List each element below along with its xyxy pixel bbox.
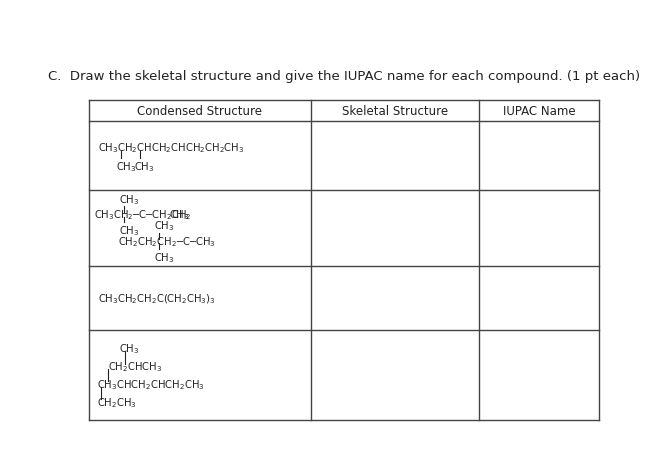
Text: CH$_3$: CH$_3$ — [119, 342, 140, 356]
Text: Skeletal Structure: Skeletal Structure — [342, 105, 448, 118]
Text: CH$_3$CH$_2$─C─CH$_2$CH$_2$: CH$_3$CH$_2$─C─CH$_2$CH$_2$ — [94, 208, 192, 222]
Text: IUPAC Name: IUPAC Name — [503, 105, 575, 118]
Text: CH$_3$CHCH$_2$CHCH$_2$CH$_3$: CH$_3$CHCH$_2$CHCH$_2$CH$_3$ — [97, 377, 205, 391]
Text: CH$_2$CHCH$_3$: CH$_2$CHCH$_3$ — [108, 359, 162, 373]
Text: CH$_3$: CH$_3$ — [134, 160, 155, 174]
Text: C.  Draw the skeletal structure and give the IUPAC name for each compound. (1 pt: C. Draw the skeletal structure and give … — [48, 70, 640, 83]
Text: CH$_3$CH$_2$CHCH$_2$CHCH$_2$CH$_2$CH$_3$: CH$_3$CH$_2$CHCH$_2$CHCH$_2$CH$_2$CH$_3$ — [99, 141, 245, 155]
Text: CH$_3$: CH$_3$ — [119, 192, 140, 206]
Text: Condensed Structure: Condensed Structure — [138, 105, 262, 118]
Text: CH$_3$: CH$_3$ — [115, 160, 136, 174]
Text: CH$_3$: CH$_3$ — [169, 208, 190, 222]
Text: CH$_3$: CH$_3$ — [154, 219, 174, 233]
Text: CH$_3$CH$_2$CH$_2$C(CH$_2$CH$_3$)$_3$: CH$_3$CH$_2$CH$_2$C(CH$_2$CH$_3$)$_3$ — [99, 292, 216, 306]
Text: CH$_3$: CH$_3$ — [119, 224, 140, 238]
Text: CH$_2$CH$_2$CH$_2$─C─CH$_3$: CH$_2$CH$_2$CH$_2$─C─CH$_3$ — [117, 235, 215, 248]
Text: CH$_3$: CH$_3$ — [154, 250, 174, 264]
Text: CH$_2$CH$_3$: CH$_2$CH$_3$ — [97, 395, 137, 409]
